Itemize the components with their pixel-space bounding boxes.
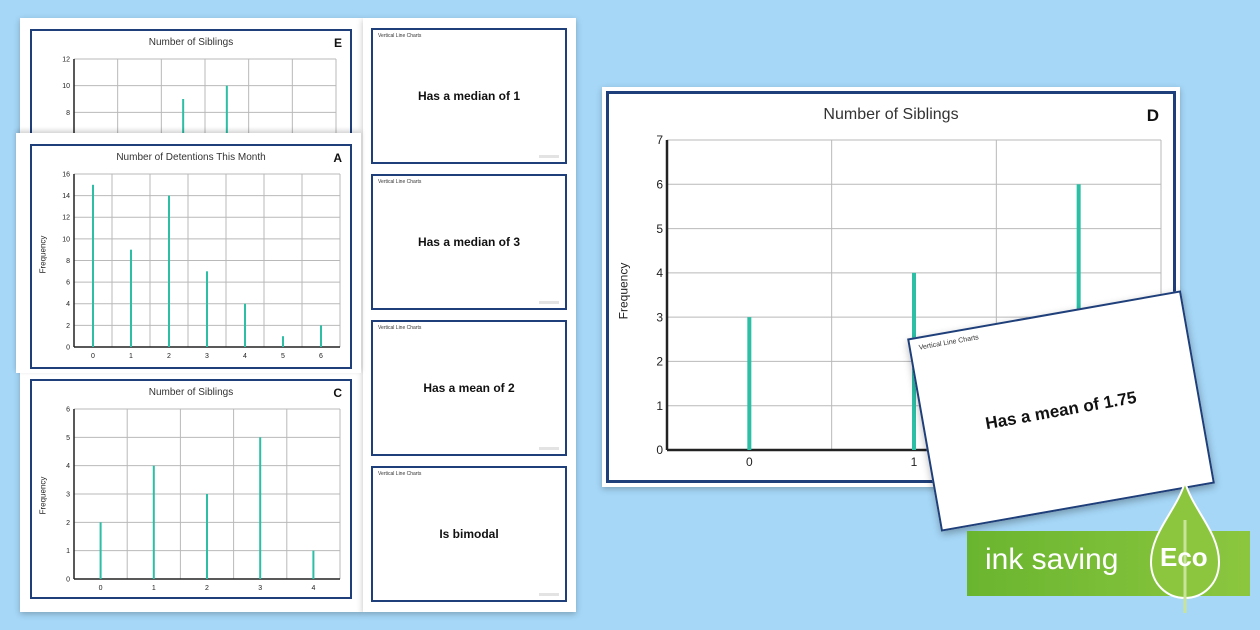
bar-a-4 [244, 303, 246, 347]
statement-text: Has a mean of 1.75 [983, 387, 1138, 434]
eco-label: Eco [1160, 542, 1208, 572]
statement-text: Has a median of 1 [417, 89, 521, 103]
y-tick-label: 12 [62, 215, 70, 222]
chart-title: Number of Siblings [148, 387, 234, 398]
ink-saving-text: ink saving [985, 543, 1119, 576]
card-letter: C [333, 386, 342, 400]
chart-title: Number of Siblings [823, 106, 959, 123]
x-tick-label: 4 [243, 353, 247, 360]
bar-a-3 [206, 271, 208, 347]
card-letter: E [333, 36, 342, 50]
x-tick-label: 1 [911, 455, 918, 469]
y-tick-label: 7 [656, 133, 663, 147]
footer-mark [539, 301, 559, 304]
bar-d-0 [747, 317, 752, 450]
chart-title: Number of Siblings [148, 37, 234, 48]
chart-plot-c: 0 1 2 3 4 5 6 0 1 2 3 4 [66, 406, 341, 592]
y-tick-label: 2 [66, 323, 70, 330]
y-tick-label: 1 [66, 548, 70, 555]
card-letter: A [333, 151, 342, 165]
bar-a-2 [168, 195, 170, 347]
bar-a-0 [92, 184, 94, 347]
x-tick-label: 6 [319, 353, 323, 360]
x-tick-label: 2 [167, 353, 171, 360]
statement-card: Vertical Line Charts Has a median of 3 [371, 174, 567, 310]
y-tick-label: 4 [656, 266, 663, 280]
bar-c-0 [99, 522, 102, 579]
y-tick-label: 3 [66, 491, 70, 498]
statement-card: Vertical Line Charts Is bimodal [371, 466, 567, 602]
y-tick-label: 3 [656, 310, 663, 324]
statement-text: Has a median of 3 [417, 235, 521, 249]
statement-text: Has a mean of 2 [423, 381, 515, 395]
chart-card-a: Number of Detentions This Month A Freque… [30, 144, 352, 369]
y-tick-label: 0 [656, 443, 663, 457]
y-tick-label: 4 [66, 463, 70, 470]
y-tick-label: 2 [66, 520, 70, 527]
y-tick-label: 4 [66, 301, 70, 308]
footer-mark [539, 155, 559, 158]
statement-text: Is bimodal [439, 527, 499, 541]
y-tick-label: 6 [66, 406, 70, 413]
statement-card: Vertical Line Charts Has a mean of 2 [371, 320, 567, 456]
y-tick-label: 2 [656, 355, 663, 369]
statement-header: Vertical Line Charts [378, 325, 422, 331]
footer-mark [539, 593, 559, 596]
bar-c-4 [312, 550, 315, 579]
y-tick-label: 1 [656, 399, 663, 413]
y-tick-label: 5 [66, 435, 70, 442]
y-tick-label: 10 [62, 83, 70, 90]
x-tick-label: 0 [91, 353, 95, 360]
bar-c-3 [259, 437, 262, 579]
card-letter: D [1146, 106, 1159, 125]
bar-c-1 [152, 465, 155, 579]
statement-header: Vertical Line Charts [378, 33, 422, 39]
y-tick-label: 10 [62, 236, 70, 243]
y-tick-label: 12 [62, 56, 70, 63]
footer-mark [539, 447, 559, 450]
chart-title: Number of Detentions This Month [116, 152, 266, 163]
x-tick-label: 5 [281, 353, 285, 360]
y-axis-label: Frequency [38, 235, 48, 274]
y-tick-label: 6 [656, 177, 663, 191]
chart-card-c: Number of Siblings C Frequency 0 1 2 3 4 5 6 0 1… [30, 379, 352, 599]
y-tick-label: 16 [62, 171, 70, 178]
x-tick-label: 1 [152, 585, 156, 592]
y-tick-label: 0 [66, 576, 70, 583]
bar-c-2 [206, 494, 208, 579]
x-tick-label: 2 [205, 585, 209, 592]
leaf-drop-icon [1149, 480, 1221, 613]
y-tick-label: 5 [656, 222, 663, 236]
y-tick-label: 8 [66, 258, 70, 265]
bar-a-5 [282, 336, 284, 347]
x-tick-label: 4 [311, 585, 315, 592]
bar-a-1 [130, 249, 132, 347]
y-tick-label: 0 [66, 344, 70, 351]
bar-a-6 [320, 325, 322, 347]
y-tick-label: 8 [66, 110, 70, 117]
y-tick-label: 6 [66, 280, 70, 287]
y-axis-label: Frequency [616, 262, 631, 320]
statement-header: Vertical Line Charts [918, 334, 980, 352]
x-tick-label: 0 [746, 455, 753, 469]
x-tick-label: 0 [99, 585, 103, 592]
statement-header: Vertical Line Charts [378, 471, 422, 477]
y-tick-label: 14 [62, 193, 70, 200]
x-tick-label: 3 [258, 585, 262, 592]
statement-card: Vertical Line Charts Has a median of 1 [371, 28, 567, 164]
y-axis-label: Frequency [38, 476, 48, 515]
x-tick-label: 1 [129, 353, 133, 360]
statement-header: Vertical Line Charts [378, 179, 422, 185]
x-tick-label: 3 [205, 353, 209, 360]
